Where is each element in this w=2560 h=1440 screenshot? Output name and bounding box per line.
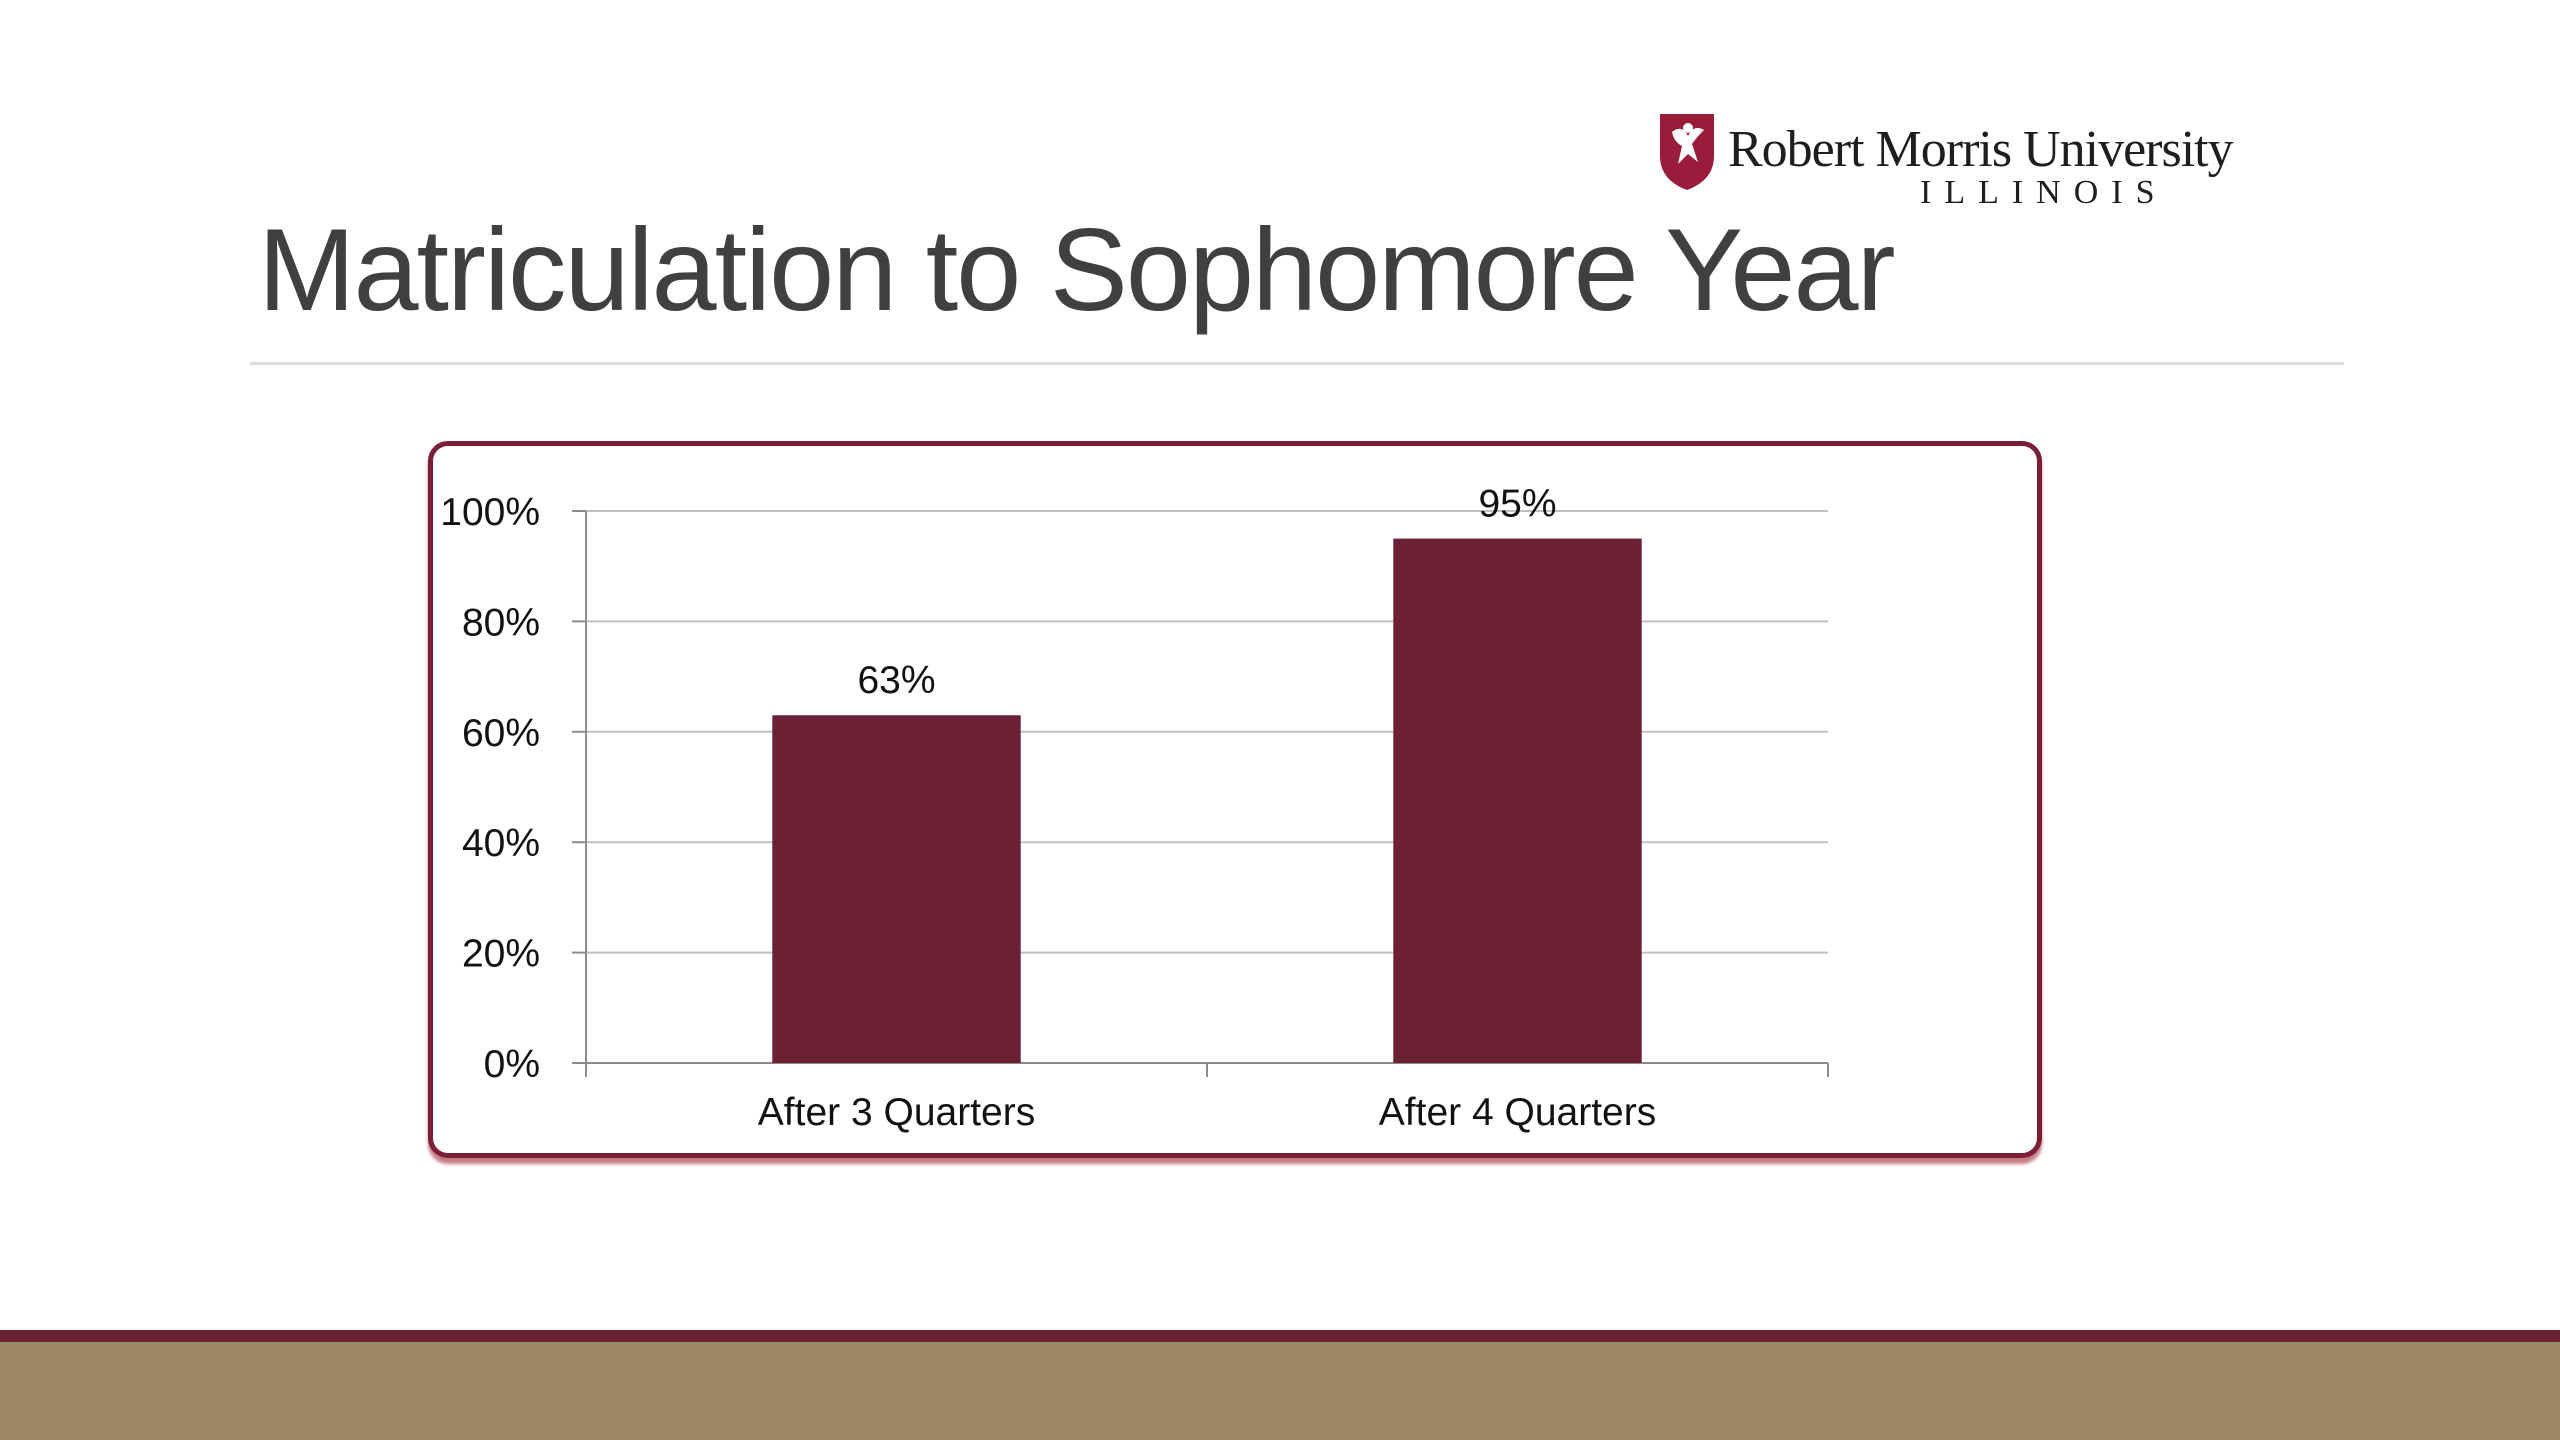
- footer-accent-line: [0, 1330, 2560, 1342]
- title-divider: [250, 362, 2344, 365]
- y-tick-label: 60%: [462, 712, 540, 755]
- bar: [772, 715, 1021, 1063]
- footer-band: [0, 1330, 2560, 1440]
- data-label: 63%: [857, 659, 935, 702]
- logo-subtitle: ILLINOIS: [1920, 174, 2168, 211]
- university-logo: Robert Morris University ILLINOIS: [1658, 110, 2358, 211]
- y-tick-label: 0%: [484, 1043, 540, 1086]
- data-label: 95%: [1478, 483, 1556, 526]
- x-tick-label: After 4 Quarters: [1379, 1091, 1656, 1134]
- y-tick-label: 40%: [462, 822, 540, 865]
- x-tick-label: After 3 Quarters: [758, 1091, 1035, 1134]
- y-tick-label: 80%: [462, 601, 540, 644]
- y-tick-label: 100%: [440, 491, 540, 534]
- y-tick-label: 20%: [462, 933, 540, 976]
- slide-title: Matriculation to Sophomore Year: [258, 204, 1896, 335]
- eagle-shield-icon: [1660, 114, 1714, 190]
- chart-frame: [428, 441, 2042, 1158]
- footer-fill: [0, 1342, 2560, 1440]
- bar: [1393, 538, 1642, 1063]
- logo-name: Robert Morris University: [1728, 121, 2234, 178]
